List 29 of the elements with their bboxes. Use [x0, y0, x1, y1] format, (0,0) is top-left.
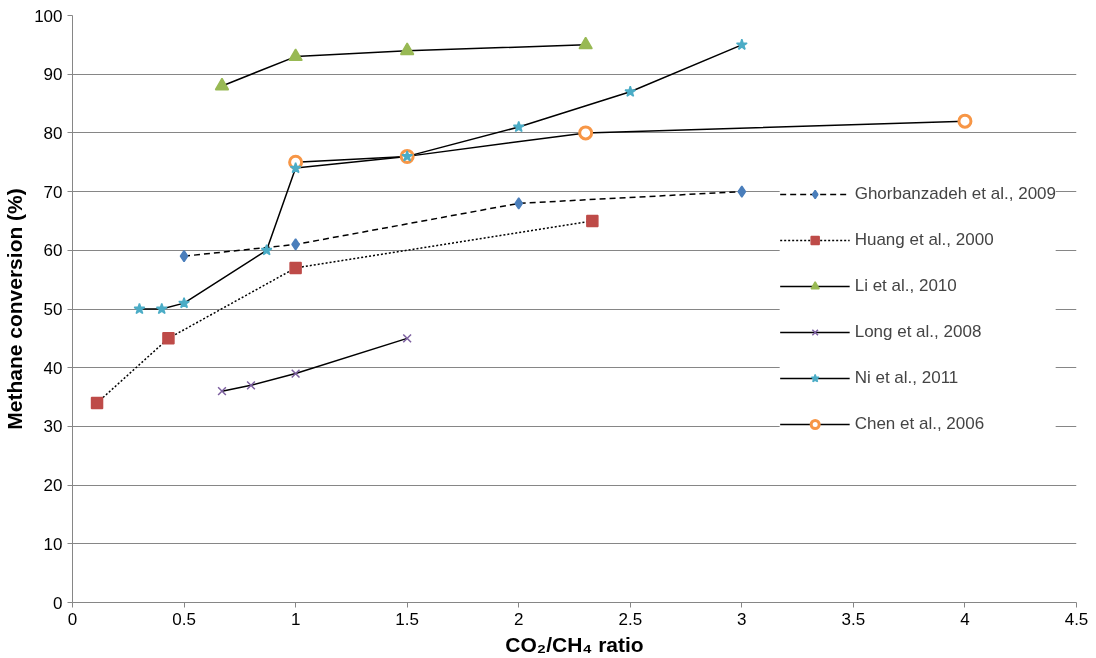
- y-tick-label: 80: [43, 123, 63, 143]
- x-tick-label: 0: [67, 609, 78, 629]
- legend-label: Chen et al., 2006: [854, 413, 985, 434]
- y-tick-label: 70: [43, 182, 63, 202]
- x-tick-label: 4.5: [1064, 609, 1089, 629]
- legend-label: Li et al., 2010: [854, 275, 957, 296]
- y-tick-label: 20: [43, 476, 63, 496]
- x-tick-label: 2.5: [618, 609, 643, 629]
- legend-label: Huang et al., 2000: [854, 229, 994, 250]
- x-tick-label: 3: [737, 609, 747, 629]
- x-tick-label: 1.5: [395, 609, 419, 629]
- y-axis-title: Methane conversion (%): [3, 188, 27, 430]
- legend-label: Ghorbanzadeh et al., 2009: [854, 183, 1056, 204]
- x-axis-title: CO₂/CH₄ ratio: [505, 632, 644, 656]
- x-tick-label: 0.5: [172, 609, 196, 629]
- x-tick-label: 4: [960, 609, 970, 629]
- y-tick-label: 100: [34, 6, 63, 26]
- y-tick-label: 60: [43, 241, 63, 261]
- legend-label: Long et al., 2008: [854, 321, 982, 342]
- y-tick-label: 50: [43, 300, 63, 319]
- legend-label: Ni et al., 2011: [854, 367, 959, 388]
- x-tick-label: 1: [290, 609, 301, 629]
- y-tick-label: 40: [43, 358, 63, 378]
- y-tick-label: 10: [43, 534, 63, 554]
- y-tick-label: 90: [43, 65, 63, 85]
- y-tick-label: 0: [53, 593, 63, 613]
- x-tick-label: 3.5: [841, 609, 866, 629]
- y-tick-label: 30: [43, 417, 63, 437]
- x-tick-label: 2: [513, 609, 524, 629]
